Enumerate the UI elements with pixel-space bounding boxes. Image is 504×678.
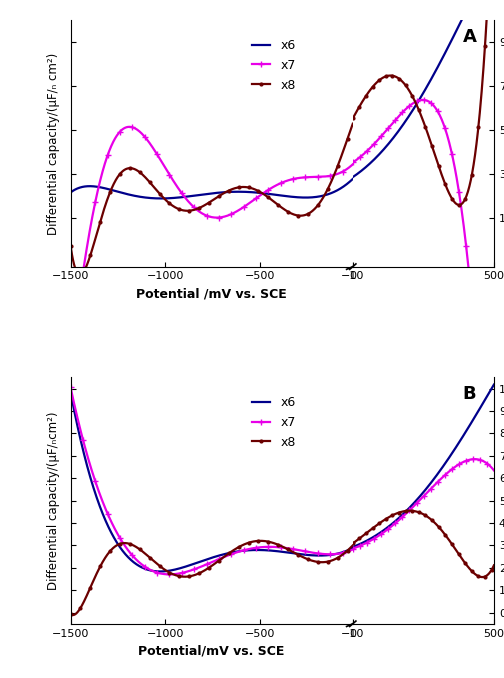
x7: [282, 178, 288, 186]
x8: [282, 544, 288, 552]
x8: [282, 206, 288, 214]
x8: [311, 205, 317, 214]
x7: [282, 544, 288, 552]
x8: [247, 538, 254, 546]
x8: [85, 258, 91, 266]
Line: x8: x8: [68, 538, 356, 618]
x6: [157, 567, 163, 576]
x7: [85, 237, 91, 245]
Text: A: A: [463, 28, 477, 45]
x7: [166, 570, 172, 578]
x7: [350, 545, 356, 553]
Text: B: B: [463, 385, 476, 403]
x6: [247, 188, 254, 196]
x6: [68, 188, 74, 197]
x6: [232, 188, 238, 196]
x8: [68, 610, 74, 618]
x7: [239, 546, 245, 555]
x6: [247, 546, 254, 554]
x7: [311, 173, 317, 181]
x6: [282, 192, 288, 200]
x8: [77, 271, 83, 279]
x8: [68, 241, 74, 250]
x8: [232, 545, 238, 553]
x8: [311, 557, 318, 565]
x8: [70, 611, 76, 619]
x6: [239, 546, 245, 555]
x6: [311, 551, 317, 559]
X-axis label: Potential /mV vs. SCE: Potential /mV vs. SCE: [136, 287, 287, 300]
x6: [232, 548, 238, 556]
x6: [68, 388, 74, 396]
X-axis label: Potential/mV vs. SCE: Potential/mV vs. SCE: [139, 644, 285, 657]
Line: x7: x7: [67, 123, 356, 366]
x6: [350, 175, 356, 183]
x8: [258, 537, 264, 545]
Line: x7: x7: [67, 384, 356, 578]
x7: [239, 204, 245, 212]
x8: [85, 589, 91, 597]
x7: [350, 160, 356, 168]
x7: [232, 549, 238, 557]
x6: [85, 182, 91, 191]
x7: [247, 544, 254, 553]
x6: [158, 195, 164, 203]
x8: [239, 541, 245, 549]
x8: [232, 184, 238, 193]
x7: [68, 383, 74, 391]
x8: [350, 541, 356, 549]
Legend: x6, x7, x8: x6, x7, x8: [247, 391, 301, 454]
x8: [239, 183, 245, 191]
Legend: x6, x7, x8: x6, x7, x8: [247, 34, 301, 97]
Line: x8: x8: [68, 121, 356, 277]
x7: [68, 359, 74, 367]
x7: [126, 123, 132, 131]
x7: [311, 549, 317, 557]
x7: [85, 454, 91, 462]
x6: [311, 193, 317, 201]
x8: [350, 119, 356, 127]
x6: [350, 544, 356, 552]
Y-axis label: Differential capacity/(μF/ₙcm²): Differential capacity/(μF/ₙcm²): [47, 412, 60, 590]
Line: x6: x6: [71, 179, 353, 199]
Y-axis label: Differential capacity/(μF/ₙ cm²): Differential capacity/(μF/ₙ cm²): [47, 52, 60, 235]
x6: [239, 188, 245, 196]
x6: [282, 548, 288, 556]
x8: [247, 184, 254, 192]
x7: [232, 208, 238, 216]
x6: [85, 464, 91, 473]
x7: [247, 198, 254, 206]
Line: x6: x6: [71, 392, 353, 572]
